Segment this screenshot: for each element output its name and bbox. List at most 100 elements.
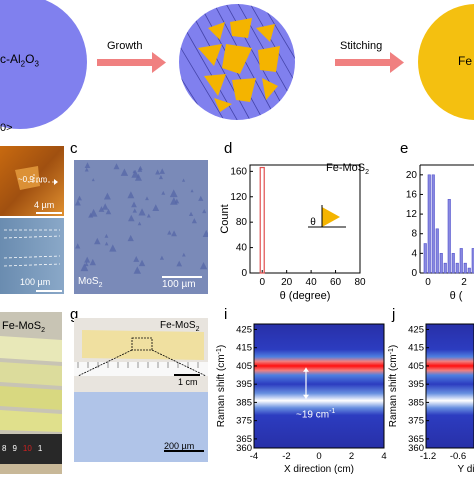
x-tick-label: 0 (425, 277, 431, 288)
panel-h: 200 µm (74, 392, 208, 462)
x-tick-label: 0 (259, 277, 265, 288)
mos2-triangle (80, 263, 89, 272)
y-tick-label: 395 (236, 379, 252, 390)
y-axis-label: Count (220, 204, 231, 233)
mos2-triangle (74, 199, 81, 206)
mos2-triangle (88, 212, 94, 218)
mos2-triangle (155, 169, 161, 175)
x-tick-label: 0 (316, 451, 321, 462)
mos2-triangle (138, 259, 146, 267)
mos2-triangle (104, 241, 109, 246)
count-bar (451, 253, 455, 274)
substrate-label: c-Al2O3 (0, 52, 39, 68)
mos2-triangle (191, 218, 197, 224)
y-tick-label: 40 (236, 243, 248, 254)
x-axis-label: X direction (cm) (284, 464, 354, 474)
y-tick-label: 8 (411, 229, 417, 240)
x-tick-label: 80 (354, 277, 366, 288)
count-bar (447, 199, 451, 274)
panel-h-image (74, 392, 208, 462)
y-tick-label: 360 (236, 443, 252, 454)
material-label-part: Fe-MoS (2, 320, 42, 332)
height-label: ~0.9 nm (18, 175, 48, 184)
mos2-triangle (132, 208, 137, 213)
continuous-film (418, 4, 474, 120)
mos2-triangle (137, 167, 143, 172)
mos2-triangle (84, 167, 89, 172)
x-tick-label: 40 (306, 277, 318, 288)
count-bar (455, 262, 459, 274)
y-tick-label: 20 (406, 170, 418, 181)
panel-d-chart: 0 40 80 120 160 0 20 40 60 80 θ (degree) Count θ (220, 164, 366, 302)
mos2-triangle (145, 196, 149, 201)
mos2-triangle (113, 163, 120, 170)
x-tick-label: -0.6 (450, 451, 466, 462)
y-tick-label: 405 (408, 361, 424, 372)
panel-i-letter: i (224, 306, 228, 323)
count-bar (443, 262, 447, 274)
material-label-c: MoS2 (78, 276, 102, 289)
material-label-sub: 2 (195, 326, 200, 333)
mos2-triangle (127, 191, 135, 199)
mos2-triangle (131, 201, 137, 208)
x-axis-label: θ ( (450, 290, 463, 302)
panel-b: ~0.9 nm 4 µm 100 µm (0, 146, 64, 294)
mos2-triangle (94, 237, 101, 245)
y-axis-label: Raman shift (cm-1) (388, 345, 400, 427)
mos2-triangle (84, 261, 89, 267)
mos2-triangle (138, 208, 146, 216)
y-tick-label: 365 (408, 434, 424, 445)
substrate-label-part: c-Al (0, 52, 21, 66)
optical-image-b (0, 218, 64, 294)
count-bar (439, 253, 443, 274)
mos2-triangle (98, 206, 105, 212)
mos2-triangle (131, 169, 140, 178)
mos2-triangle (91, 178, 95, 182)
panel-f-photo (0, 312, 62, 474)
y-tick-label: 375 (236, 416, 252, 427)
panel-j-letter: j (392, 306, 396, 323)
y-tick-label: 365 (236, 434, 252, 445)
x-tick-label: -2 (282, 451, 290, 462)
count-bar (459, 248, 463, 274)
orientation-triangle-icon (322, 207, 340, 227)
count-bar (467, 267, 471, 274)
material-label-part: Fe-MoS (160, 320, 196, 331)
mos2-triangle (120, 168, 129, 176)
count-bar (435, 228, 439, 274)
sapphire-substrate (0, 0, 87, 129)
substrate-label-sub: 2 (20, 59, 26, 69)
mos2-triangle (104, 233, 109, 238)
shift-arrow-head-bottom (303, 394, 309, 399)
material-label-part: Fe-MoS (326, 162, 366, 174)
material-label-sub: 2 (41, 327, 46, 335)
panel-g-letter: g (70, 306, 79, 323)
panel-c-image (74, 160, 210, 294)
x-tick-label: 2 (349, 451, 354, 462)
y-tick-label: 415 (236, 343, 252, 354)
mos2-triangle (146, 213, 151, 218)
panel-f: Fe-MoS2 8 9 10 1 (0, 312, 62, 474)
x-axis-label: θ (degree) (280, 290, 331, 302)
x-axis-label: Y di (457, 464, 474, 474)
angle-fragment: 0> (0, 122, 13, 134)
mos2-triangle (167, 230, 172, 235)
plot-frame (249, 164, 361, 274)
raman-heatmap (254, 324, 384, 448)
mos2-triangle (152, 204, 160, 211)
count-bar (463, 262, 467, 274)
mos2-triangle (199, 261, 208, 270)
y-tick-label: 385 (236, 397, 252, 408)
mos2-triangle (133, 255, 140, 262)
mos2-triangle (198, 195, 204, 201)
y-tick-label: 80 (236, 217, 248, 228)
y-tick-label: 360 (408, 443, 424, 454)
growth-arrow-shaft (97, 59, 153, 66)
x-tick-label: 2 (461, 277, 467, 288)
count-bar (427, 174, 431, 274)
x-tick-label: -4 (250, 451, 258, 462)
mos2-triangle (109, 244, 117, 252)
count-bar (471, 248, 474, 274)
annotation-sup: -1 (329, 408, 336, 415)
